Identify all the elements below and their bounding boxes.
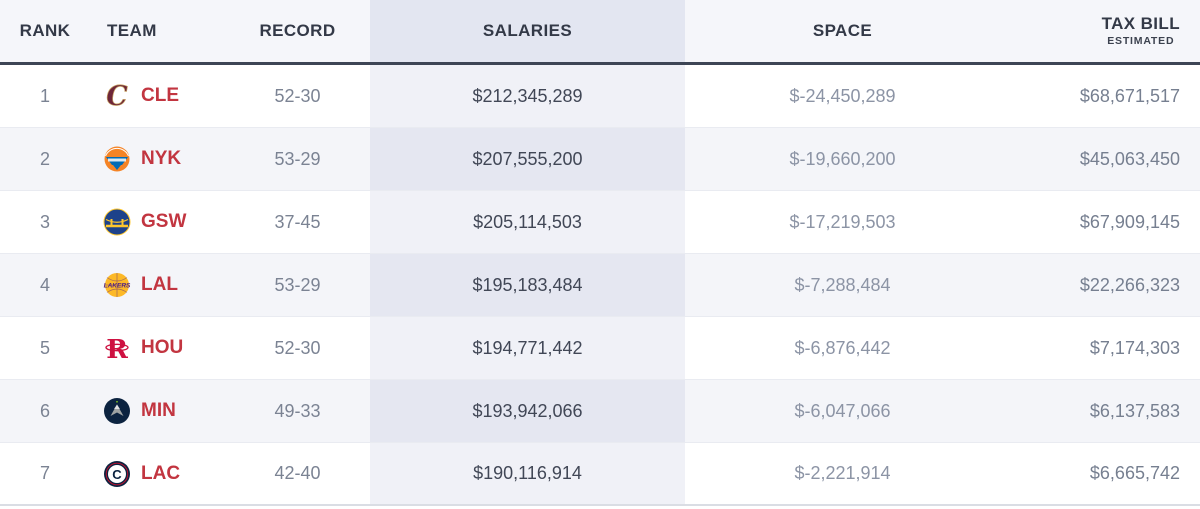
tax-bill-cell: $22,266,323 xyxy=(1079,274,1180,295)
space-cell: $-6,876,442 xyxy=(794,337,891,358)
column-header-tax-bill[interactable]: TAX BILL ESTIMATED xyxy=(1000,14,1200,49)
salaries-cell: $193,942,066 xyxy=(370,380,685,442)
new-york-knicks-logo-icon xyxy=(102,144,132,174)
team-cell[interactable]: NYK xyxy=(90,144,225,174)
svg-text:R: R xyxy=(106,335,128,363)
tax-bill-cell: $45,063,450 xyxy=(1079,148,1180,169)
team-cell[interactable]: GSW xyxy=(90,207,225,237)
svg-text:C: C xyxy=(112,466,122,481)
table-row: 1 C CLE 52-30 $212,345,289 $-24,450,289 … xyxy=(0,65,1200,128)
tax-bill-cell: $7,174,303 xyxy=(1089,337,1180,358)
team-abbr-link[interactable]: CLE xyxy=(141,85,179,106)
space-cell: $-7,288,484 xyxy=(794,274,891,295)
team-abbr-link[interactable]: LAL xyxy=(141,274,178,295)
los-angeles-clippers-logo-icon: C xyxy=(102,459,132,489)
golden-state-warriors-logo-icon xyxy=(102,207,132,237)
table-row: 3 GSW 37-45 $205,114,503 $-17,219,503 $6… xyxy=(0,191,1200,254)
table-row: 2 NYK 53-29 $207,555,200 $-19,660,200 $4… xyxy=(0,128,1200,191)
rank-cell: 3 xyxy=(39,211,50,232)
header-divider xyxy=(0,62,1200,65)
column-header-rank[interactable]: RANK xyxy=(19,21,71,40)
rank-cell: 7 xyxy=(39,463,50,483)
salaries-cell: $212,345,289 xyxy=(370,65,685,127)
space-cell: $-24,450,289 xyxy=(789,85,896,106)
column-header-record[interactable]: RECORD xyxy=(259,21,336,40)
svg-text:C: C xyxy=(106,81,128,111)
space-cell: $-19,660,200 xyxy=(789,148,896,169)
cleveland-cavaliers-logo-icon: C xyxy=(102,81,132,111)
record-cell: 53-29 xyxy=(274,274,321,295)
team-abbr-link[interactable]: GSW xyxy=(141,211,187,232)
table-row: 6 MIN 49-33 $193,942,066 $-6,047,066 $6,… xyxy=(0,380,1200,443)
record-cell: 49-33 xyxy=(274,400,321,421)
rank-cell: 4 xyxy=(39,274,50,295)
salaries-cell: $205,114,503 xyxy=(370,191,685,253)
column-header-salaries[interactable]: SALARIES xyxy=(370,0,685,62)
rank-cell: 6 xyxy=(39,400,50,421)
table-row: 5 R HOU 52-30 $194,771,442 $-6,876,442 $… xyxy=(0,317,1200,380)
team-abbr-link[interactable]: NYK xyxy=(141,148,182,169)
table-row: 7 C LAC 42-40 $190,116,914 $-2,221,914 $… xyxy=(0,443,1200,506)
team-abbr-link[interactable]: MIN xyxy=(141,400,176,421)
rank-cell: 2 xyxy=(39,148,50,169)
team-cell[interactable]: C LAC xyxy=(90,459,225,489)
salaries-cell: $207,555,200 xyxy=(370,128,685,190)
team-cell[interactable]: R HOU xyxy=(90,333,225,363)
team-abbr-link[interactable]: HOU xyxy=(141,337,184,358)
tax-bill-cell: $6,137,583 xyxy=(1089,400,1180,421)
team-cell[interactable]: C CLE xyxy=(90,81,225,111)
record-cell: 42-40 xyxy=(274,463,321,483)
record-cell: 53-29 xyxy=(274,148,321,169)
team-abbr-link[interactable]: LAC xyxy=(141,462,181,484)
tax-bill-cell: $67,909,145 xyxy=(1079,211,1180,232)
tax-bill-cell: $68,671,517 xyxy=(1079,85,1180,106)
rank-cell: 1 xyxy=(39,85,50,106)
table-row: 4 LAKERS LAL 53-29 $195,183,484 $-7,288,… xyxy=(0,254,1200,317)
space-cell: $-2,221,914 xyxy=(794,463,891,483)
rank-cell: 5 xyxy=(39,337,50,358)
column-header-space[interactable]: SPACE xyxy=(812,21,873,40)
los-angeles-lakers-logo-icon: LAKERS xyxy=(102,270,132,300)
svg-text:LAKERS: LAKERS xyxy=(104,283,131,290)
record-cell: 52-30 xyxy=(274,85,321,106)
space-cell: $-17,219,503 xyxy=(789,211,896,232)
tax-bill-header-sublabel: ESTIMATED xyxy=(1107,34,1175,47)
salaries-cell: $195,183,484 xyxy=(370,254,685,316)
salaries-cell: $194,771,442 xyxy=(370,317,685,379)
salaries-cell: $190,116,914 xyxy=(370,443,685,504)
team-cell[interactable]: LAKERS LAL xyxy=(90,270,225,300)
minnesota-timberwolves-logo-icon xyxy=(102,396,132,426)
tax-bill-header-label: TAX BILL xyxy=(1101,13,1180,33)
record-cell: 37-45 xyxy=(274,211,321,232)
tax-bill-cell: $6,665,742 xyxy=(1089,463,1180,483)
record-cell: 52-30 xyxy=(274,337,321,358)
table-header-row: RANK TEAM RECORD SALARIES SPACE TAX BILL… xyxy=(0,0,1200,62)
column-header-team[interactable]: TEAM xyxy=(107,21,157,40)
space-cell: $-6,047,066 xyxy=(794,400,891,421)
team-cell[interactable]: MIN xyxy=(90,396,225,426)
houston-rockets-logo-icon: R xyxy=(102,333,132,363)
